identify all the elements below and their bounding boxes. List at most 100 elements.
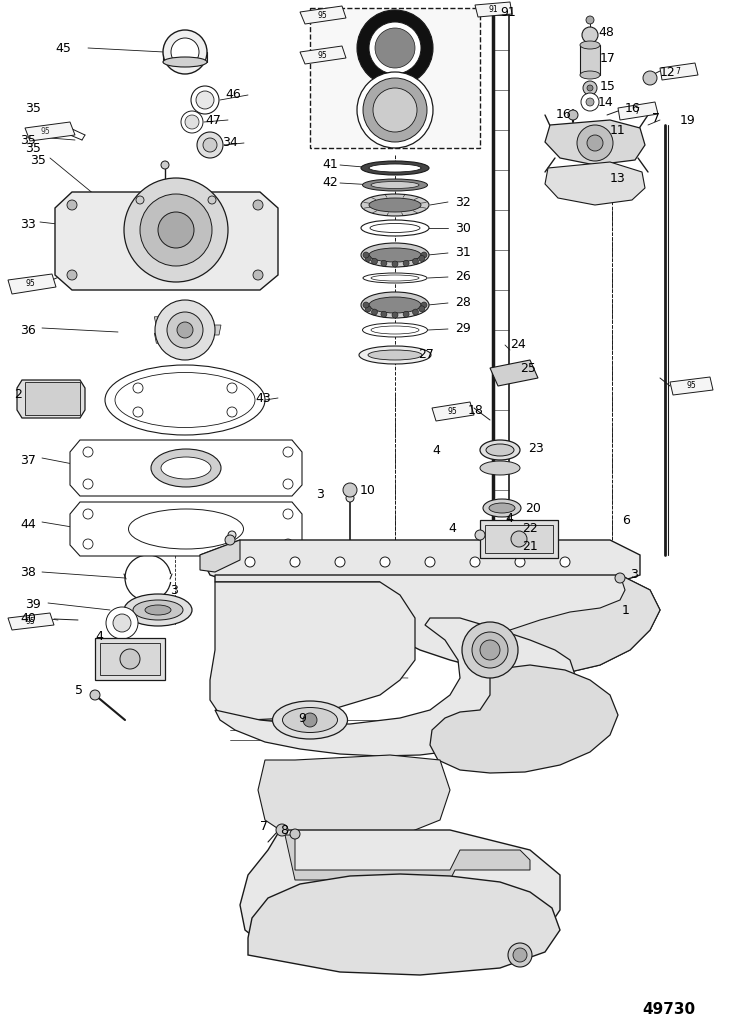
Text: 91: 91 (488, 4, 498, 13)
Circle shape (419, 255, 425, 261)
Ellipse shape (494, 545, 510, 551)
Ellipse shape (361, 220, 429, 236)
Circle shape (83, 539, 93, 549)
Ellipse shape (363, 273, 427, 283)
Circle shape (343, 483, 357, 497)
Ellipse shape (163, 57, 207, 67)
Circle shape (290, 829, 300, 839)
Text: 23: 23 (528, 441, 544, 455)
Circle shape (228, 531, 236, 539)
Text: 7: 7 (635, 106, 639, 116)
Ellipse shape (371, 181, 419, 188)
Ellipse shape (480, 440, 520, 460)
Circle shape (403, 311, 409, 317)
Polygon shape (8, 274, 56, 294)
Text: 40: 40 (20, 611, 36, 625)
Circle shape (197, 132, 223, 158)
Ellipse shape (369, 297, 421, 313)
Text: 3: 3 (170, 584, 178, 597)
Text: 21: 21 (522, 540, 538, 553)
Circle shape (513, 948, 527, 962)
Ellipse shape (371, 326, 419, 334)
Text: 1: 1 (622, 603, 630, 616)
Bar (580, 45, 600, 75)
Text: 7: 7 (652, 112, 660, 125)
Circle shape (113, 614, 131, 632)
Circle shape (615, 573, 625, 583)
Text: 4: 4 (432, 443, 440, 457)
Text: 3: 3 (316, 488, 324, 502)
Text: 6: 6 (622, 513, 630, 526)
Text: 39: 39 (25, 598, 41, 611)
Circle shape (587, 135, 603, 151)
Circle shape (162, 182, 168, 188)
Text: 15: 15 (600, 81, 616, 93)
Ellipse shape (273, 701, 347, 739)
Text: 7: 7 (675, 67, 681, 76)
Circle shape (419, 306, 425, 312)
Text: 12: 12 (660, 66, 675, 79)
Text: 7: 7 (260, 820, 268, 834)
Circle shape (581, 93, 599, 111)
Circle shape (582, 27, 598, 43)
Circle shape (381, 311, 387, 317)
Ellipse shape (580, 41, 600, 49)
Circle shape (283, 479, 293, 489)
Ellipse shape (361, 292, 429, 318)
Text: 4: 4 (95, 631, 103, 643)
Circle shape (303, 713, 317, 727)
Text: 27: 27 (418, 347, 434, 360)
Polygon shape (240, 830, 560, 970)
Polygon shape (300, 6, 346, 24)
Polygon shape (200, 540, 640, 585)
Text: 41: 41 (322, 159, 338, 171)
Circle shape (191, 86, 219, 114)
Circle shape (67, 200, 77, 210)
Polygon shape (25, 122, 75, 141)
Text: 95: 95 (686, 382, 696, 390)
Text: 20: 20 (525, 502, 541, 514)
Text: 95: 95 (40, 127, 50, 135)
Circle shape (515, 557, 525, 567)
Polygon shape (205, 325, 221, 335)
Text: 18: 18 (468, 404, 484, 418)
Circle shape (472, 632, 508, 668)
Text: 4: 4 (448, 521, 456, 535)
Polygon shape (490, 575, 660, 675)
Ellipse shape (369, 248, 421, 262)
Text: 4: 4 (505, 512, 513, 524)
Polygon shape (210, 582, 415, 720)
Text: 95: 95 (25, 616, 35, 626)
Circle shape (83, 509, 93, 519)
Circle shape (392, 312, 398, 318)
Circle shape (560, 557, 570, 567)
Text: 2: 2 (14, 388, 22, 401)
Polygon shape (215, 575, 660, 675)
Circle shape (365, 255, 371, 261)
Text: 48: 48 (598, 26, 614, 39)
Text: 46: 46 (225, 88, 241, 101)
Circle shape (462, 622, 518, 678)
Circle shape (511, 531, 527, 547)
Polygon shape (70, 440, 302, 496)
Circle shape (163, 30, 207, 74)
Text: 19: 19 (680, 114, 695, 127)
Circle shape (475, 530, 485, 540)
Circle shape (412, 309, 418, 315)
Ellipse shape (489, 503, 515, 513)
Circle shape (83, 479, 93, 489)
Circle shape (373, 88, 417, 132)
Polygon shape (185, 338, 202, 348)
Text: 35: 35 (20, 133, 36, 146)
Text: 22: 22 (522, 521, 538, 535)
Ellipse shape (369, 164, 421, 172)
Circle shape (177, 322, 193, 338)
Polygon shape (248, 874, 560, 975)
Text: 38: 38 (20, 565, 36, 579)
Circle shape (346, 494, 354, 502)
Ellipse shape (580, 71, 600, 79)
Circle shape (283, 539, 293, 549)
Bar (310, 8, 480, 148)
Text: 35: 35 (30, 154, 46, 167)
Circle shape (335, 557, 345, 567)
